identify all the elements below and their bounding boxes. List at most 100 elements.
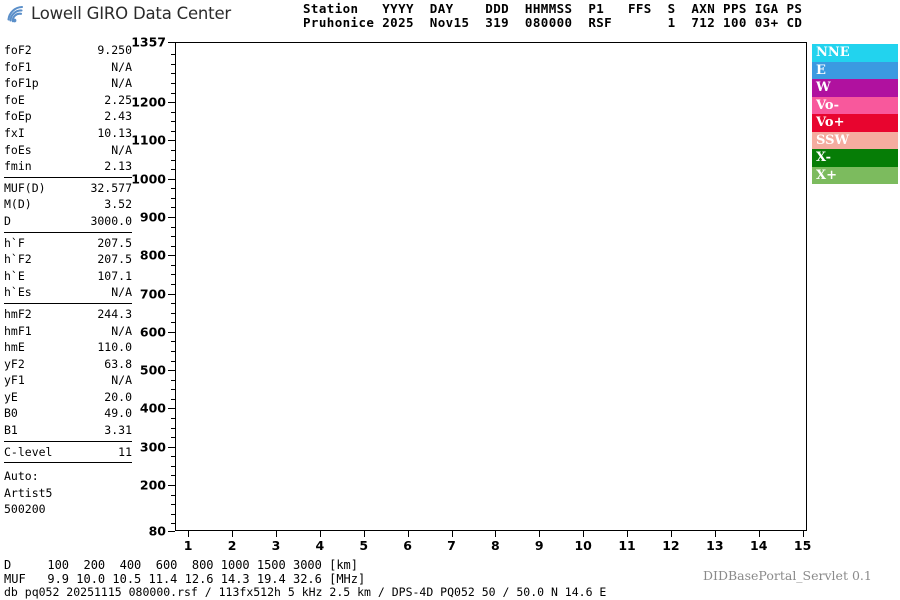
param-value: 32.577 [90, 180, 132, 195]
param-value: N/A [111, 285, 132, 300]
x-axis-tick [715, 531, 717, 537]
x-axis-label: 5 [359, 538, 369, 553]
y-axis-minor-tick [171, 246, 175, 247]
y-axis-label: 300 [139, 439, 166, 455]
y-axis-tick [168, 294, 175, 296]
y-axis-tick [168, 447, 175, 449]
legend-item-nne[interactable]: NNE [812, 44, 898, 62]
y-axis-minor-tick [171, 93, 175, 94]
param-value: N/A [111, 76, 132, 91]
x-axis-tick [188, 531, 190, 537]
param-key: foE [4, 92, 25, 107]
y-axis-minor-tick [171, 456, 175, 457]
y-axis-label: 1100 [131, 132, 166, 148]
legend-item-vo[interactable]: Vo+ [812, 114, 898, 132]
x-axis-tick [759, 531, 761, 537]
param-value: 3000.0 [90, 213, 132, 228]
x-axis-tick [276, 531, 278, 537]
param-key: MUF(D) [4, 180, 46, 195]
param-key: h`F2 [4, 252, 32, 267]
param-value: 63.8 [104, 356, 132, 371]
param-value: 11 [118, 444, 132, 459]
legend-label: NNE [816, 45, 850, 60]
x-axis-label: 7 [447, 538, 456, 553]
station-columns-line: Station YYYY DAY DDD HHMMSS P1 FFS S AXN… [303, 1, 803, 16]
y-axis-minor-tick [171, 523, 175, 524]
x-axis-label: 13 [706, 538, 724, 553]
param-divider-5 [4, 462, 132, 464]
y-axis-tick [168, 217, 175, 219]
param-value: 244.3 [97, 306, 132, 321]
param-key: foEp [4, 109, 32, 124]
y-axis-minor-tick [171, 428, 175, 429]
param-value: 207.5 [97, 252, 132, 267]
ionogram-plot[interactable] [175, 42, 807, 531]
param-group-frequencies: foF2 9.250 foF1 N/A foF1p N/A foE 2.25 foEp 2.43 f… [4, 42, 132, 175]
param-key: fxI [4, 125, 25, 140]
param-row: foF1 N/A [4, 59, 132, 76]
y-axis-label: 500 [139, 362, 166, 378]
y-axis-minor-tick [171, 207, 175, 208]
y-axis-label: 400 [139, 400, 166, 416]
param-value: 2.43 [104, 109, 132, 124]
param-value: 9.250 [97, 43, 132, 57]
param-row: foE 2.25 [4, 92, 132, 109]
legend-item-ssw[interactable]: SSW [812, 131, 898, 149]
x-axis-label: 3 [271, 538, 281, 553]
y-axis-minor-tick [171, 418, 175, 419]
param-row: fxI 10.13 [4, 125, 132, 142]
param-divider-2 [4, 231, 132, 233]
legend-item-w[interactable]: W [812, 79, 898, 97]
y-axis-minor-tick [171, 504, 175, 505]
y-axis-label: 600 [139, 324, 166, 340]
x-axis-label: 1 [183, 538, 193, 553]
y-axis-label: 1000 [131, 171, 166, 187]
y-axis: 80 200 300 400 500 600 700 800 900 1000 1100 1200 13… [128, 35, 175, 539]
db-source-line: db pq052 20251115 080000.rsf / 113fx512h… [4, 585, 607, 599]
param-key: B1 [4, 423, 18, 438]
param-key: hmF2 [4, 306, 32, 321]
param-row: foF1p N/A [4, 75, 132, 92]
param-row: M(D) 3.52 [4, 196, 132, 213]
auto-label: Auto: [4, 469, 39, 484]
param-row: yE 20.0 [4, 389, 132, 406]
param-row: h`F 207.5 [4, 235, 132, 252]
x-axis-label: 15 [793, 538, 812, 553]
y-axis-minor-tick [171, 380, 175, 381]
y-axis-minor-tick [171, 188, 175, 189]
param-row: fmin 2.13 [4, 158, 132, 175]
param-row: hmE 110.0 [4, 339, 132, 356]
param-value: 110.0 [97, 340, 132, 355]
y-axis-minor-tick [171, 514, 175, 515]
y-axis-minor-tick [171, 198, 175, 199]
param-key: yF2 [4, 356, 25, 371]
y-axis-minor-tick [171, 227, 175, 228]
param-value: 2.13 [104, 159, 132, 174]
legend-item-x[interactable]: X- [812, 149, 898, 167]
param-key: hmE [4, 340, 25, 355]
param-key: foEs [4, 142, 32, 157]
y-axis-minor-tick [171, 303, 175, 304]
y-axis-tick [168, 255, 175, 257]
param-key: foF1 [4, 59, 32, 74]
param-value: 49.0 [104, 406, 132, 421]
y-axis-label: 1200 [131, 94, 166, 110]
legend-item-e[interactable]: E [812, 61, 898, 79]
legend-item-vo[interactable]: Vo- [812, 96, 898, 114]
y-axis-tick [168, 179, 175, 181]
y-axis-label: 1357 [131, 34, 166, 50]
y-axis-minor-tick [171, 475, 175, 476]
param-key: h`F [4, 235, 25, 250]
legend-label: E [816, 62, 826, 78]
param-value: 10.13 [97, 125, 132, 140]
y-axis-minor-tick [171, 121, 175, 122]
y-axis-minor-tick [171, 83, 175, 84]
y-axis-tick [168, 485, 175, 487]
param-value: 3.31 [104, 423, 132, 438]
x-axis-label: 2 [227, 538, 237, 553]
y-axis-minor-tick [171, 131, 175, 132]
legend-item-x[interactable]: X+ [812, 166, 898, 184]
param-row: foF2 9.250 [4, 42, 132, 59]
x-axis-label: 11 [618, 538, 636, 553]
x-axis-label: 14 [750, 538, 768, 553]
